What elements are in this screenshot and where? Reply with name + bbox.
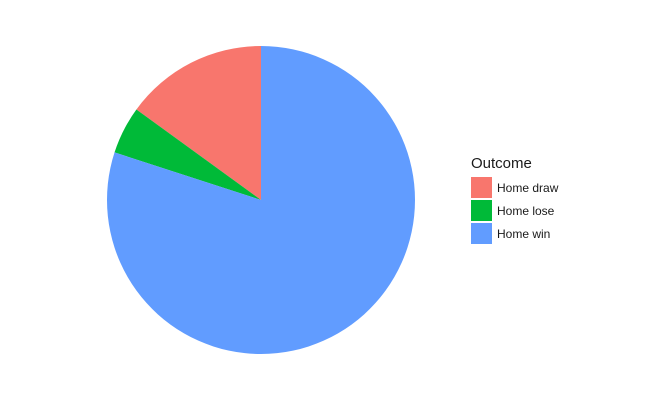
legend-key-home-draw bbox=[471, 177, 492, 198]
legend-title: Outcome bbox=[471, 155, 532, 172]
legend-key-home-lose bbox=[471, 200, 492, 221]
pie-slice-home-win bbox=[107, 46, 416, 354]
pie-slice-home-draw bbox=[136, 46, 261, 200]
legend-label-home-win: Home win bbox=[497, 226, 551, 241]
legend-item-home-win: Home win bbox=[471, 222, 558, 245]
legend-label-home-lose: Home lose bbox=[497, 203, 555, 218]
legend: Outcome Home draw Home lose Home win bbox=[471, 154, 558, 245]
legend-key-home-win bbox=[471, 223, 492, 244]
legend-item-home-draw: Home draw bbox=[471, 176, 558, 199]
pie-slice-home-lose bbox=[114, 109, 262, 200]
legend-label-home-draw: Home draw bbox=[497, 180, 559, 195]
legend-item-home-lose: Home lose bbox=[471, 199, 558, 222]
